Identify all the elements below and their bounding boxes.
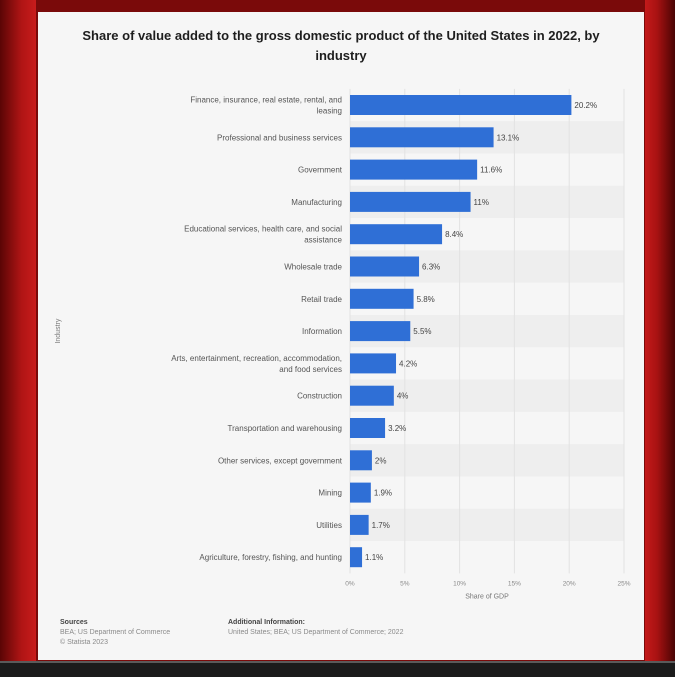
data-label: 4.2% xyxy=(399,359,417,368)
bar-chart: 0% 5% 10% 15% 20% 25% Share of GDP Industry Fina… xyxy=(55,88,631,600)
additional-info-heading: Additional Information: xyxy=(228,619,305,626)
bar xyxy=(350,450,372,471)
sources-heading: Sources xyxy=(60,619,88,626)
video-control-strip xyxy=(0,661,675,677)
data-label: 8.4% xyxy=(445,230,463,239)
data-label: 6.3% xyxy=(422,263,440,272)
category-label: Agriculture, forestry, fishing, and hunt… xyxy=(199,553,342,562)
category-label: and food services xyxy=(279,365,342,374)
bar xyxy=(350,288,414,309)
bar xyxy=(350,418,386,438)
x-tick-label: 0% xyxy=(345,580,355,587)
category-label: Educational services, health care, and s… xyxy=(184,225,342,234)
bar xyxy=(350,514,369,535)
x-tick-label: 25% xyxy=(617,580,630,587)
bar xyxy=(350,159,478,180)
additional-info-block: Additional Information: United States; B… xyxy=(228,618,403,638)
data-label: 1.1% xyxy=(365,553,383,562)
bar xyxy=(350,385,394,406)
data-label: 20.2% xyxy=(574,101,597,110)
bar xyxy=(350,482,371,503)
bar xyxy=(350,256,420,277)
category-label: Wholesale trade xyxy=(284,263,342,272)
category-label: leasing xyxy=(317,107,342,116)
category-label: Mining xyxy=(318,489,342,498)
bar xyxy=(350,353,397,374)
row-band xyxy=(350,508,624,542)
x-tick-label: 5% xyxy=(400,580,410,587)
additional-info-line: United States; BEA; US Department of Com… xyxy=(228,629,404,636)
chart-title: Share of value added to the gross domest… xyxy=(82,28,600,63)
x-tick-label: 10% xyxy=(453,580,466,587)
bar xyxy=(350,127,494,148)
category-label: Utilities xyxy=(316,521,342,530)
category-label: Arts, entertainment, recreation, accommo… xyxy=(171,354,342,363)
video-background-left xyxy=(0,0,36,677)
category-label: Manufacturing xyxy=(291,198,342,207)
data-label: 3.2% xyxy=(388,424,406,433)
data-label: 2% xyxy=(375,456,387,465)
x-tick-label: 15% xyxy=(508,580,521,587)
bar xyxy=(350,95,572,115)
sources-block: Sources BEA; US Department of Commerce ©… xyxy=(60,618,170,648)
data-label: 5.8% xyxy=(417,295,435,304)
data-label: 4% xyxy=(397,392,409,401)
category-label: Transportation and warehousing xyxy=(228,424,342,433)
chart-card: Share of value added to the gross domest… xyxy=(38,12,644,660)
bar xyxy=(350,224,443,245)
category-label: Finance, insurance, real estate, rental,… xyxy=(190,96,342,105)
data-label: 5.5% xyxy=(413,327,431,336)
row-band xyxy=(350,444,624,477)
video-progress-bar[interactable] xyxy=(0,661,675,663)
category-label: assistance xyxy=(304,236,342,245)
y-axis-title: Industry xyxy=(55,318,62,343)
sources-line-2: © Statista 2023 xyxy=(60,639,108,646)
bar xyxy=(350,191,471,212)
data-label: 11% xyxy=(474,198,489,207)
sources-line-1: BEA; US Department of Commerce xyxy=(60,629,171,636)
category-label: Information xyxy=(302,327,342,336)
row-band xyxy=(350,379,624,412)
category-label: Construction xyxy=(297,392,342,401)
data-label: 13.1% xyxy=(497,133,520,142)
category-label: Professional and business services xyxy=(217,133,342,142)
bar xyxy=(350,321,411,342)
data-label: 1.9% xyxy=(374,489,392,498)
data-label: 1.7% xyxy=(372,521,390,530)
data-label: 11.6% xyxy=(480,166,502,175)
x-axis-title: Share of GDP xyxy=(465,593,509,600)
category-label: Other services, except government xyxy=(218,456,343,465)
category-label: Retail trade xyxy=(301,295,342,304)
category-label: Government xyxy=(298,166,343,175)
x-tick-label: 20% xyxy=(563,580,576,587)
bar xyxy=(350,547,363,568)
video-background-right xyxy=(645,0,675,677)
